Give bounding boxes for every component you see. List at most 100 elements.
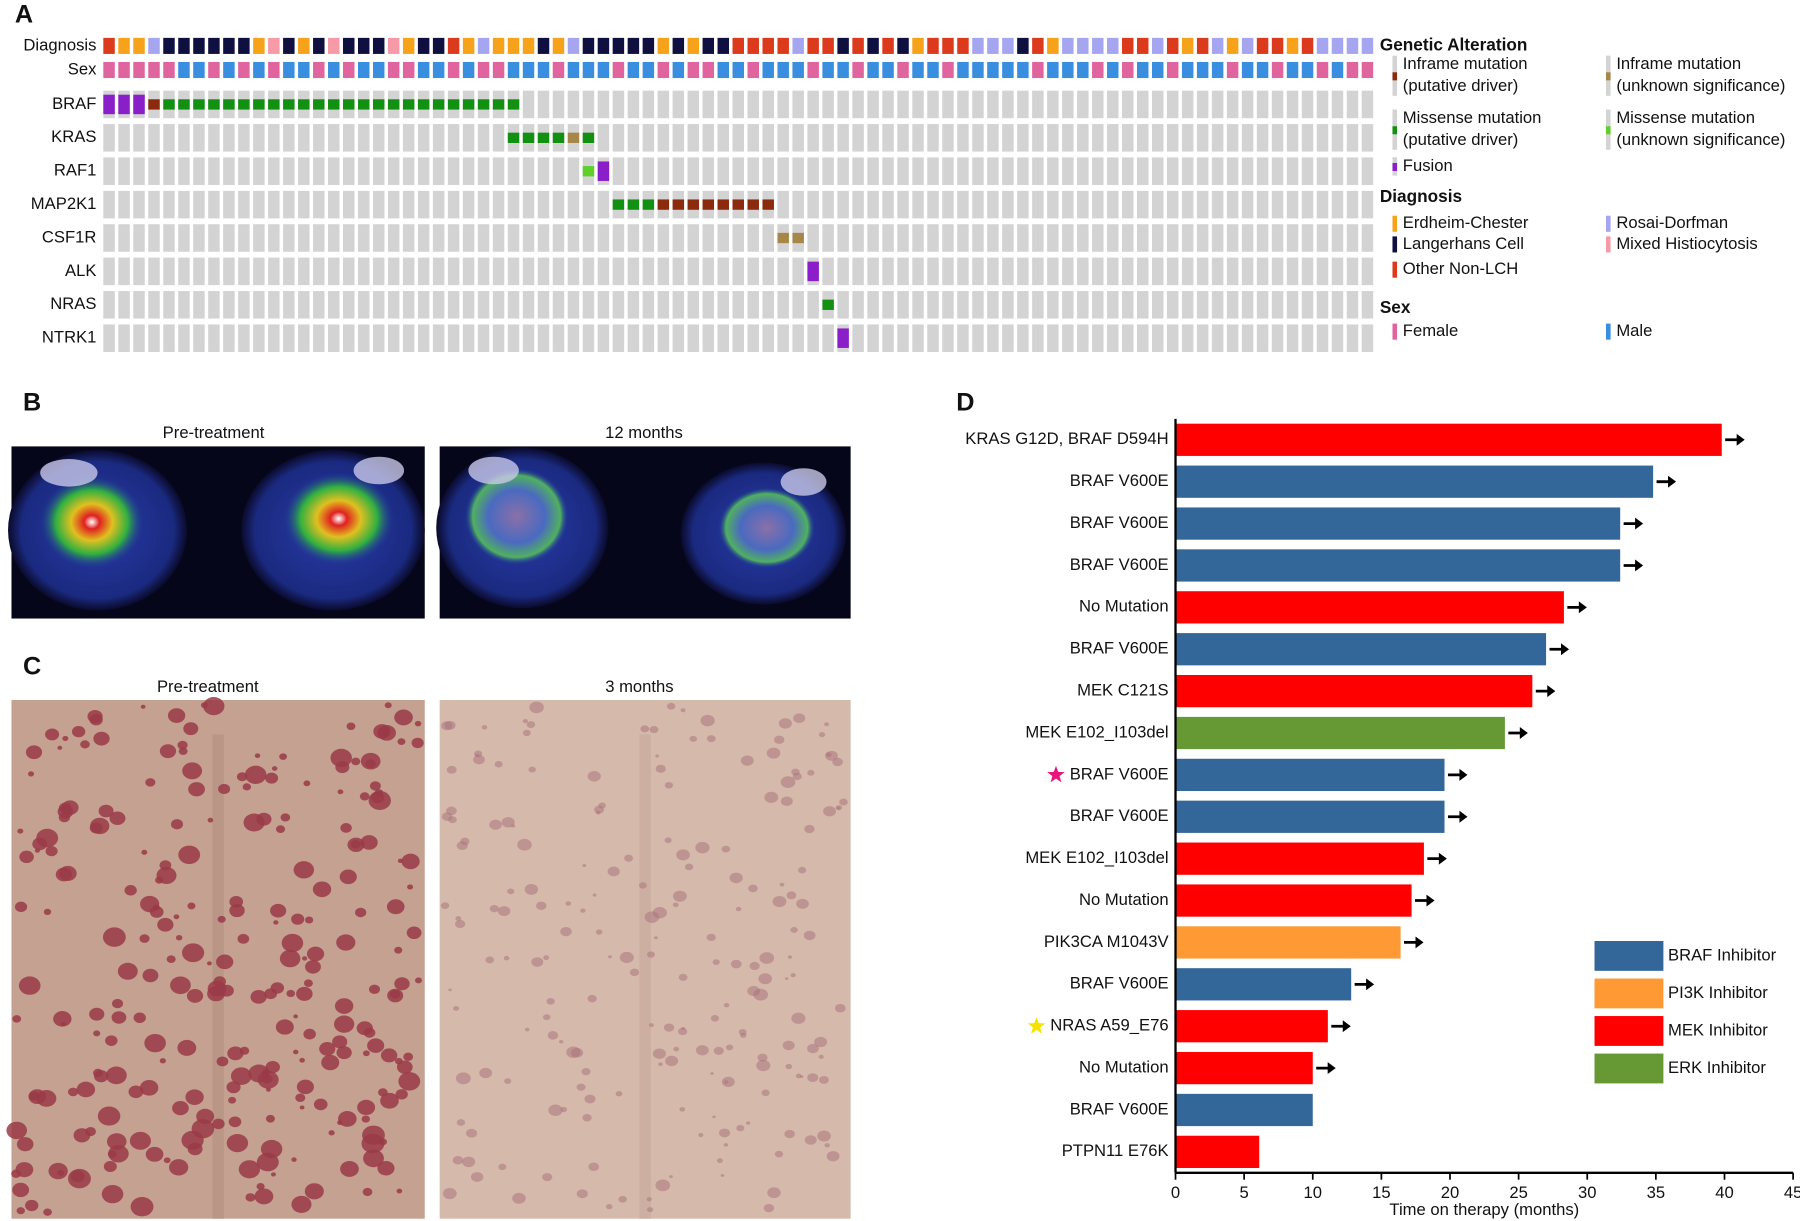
- track-cell: [597, 61, 610, 79]
- bar: [1175, 842, 1424, 875]
- cell-background: [148, 224, 160, 252]
- cell-background: [777, 291, 789, 319]
- cell-background: [942, 157, 954, 185]
- faded-lesion: [588, 1162, 600, 1172]
- lesion: [173, 914, 180, 920]
- cell-background: [882, 291, 894, 319]
- cell-background: [1301, 224, 1314, 252]
- ongoing-arrow: [1331, 1020, 1351, 1033]
- alteration: [492, 99, 505, 110]
- cell-background: [942, 190, 954, 219]
- cell-background: [972, 124, 984, 152]
- track-cell: [507, 37, 520, 54]
- cell-background: [357, 291, 370, 319]
- cell-background: [957, 257, 969, 286]
- cell-background: [777, 124, 789, 152]
- lesion: [407, 884, 414, 890]
- lesion: [187, 902, 196, 910]
- cell-background: [1256, 291, 1269, 319]
- x-tick-label: 20: [1441, 1183, 1460, 1202]
- cell-background: [642, 224, 655, 252]
- cell-background: [477, 157, 490, 185]
- track-cell: [552, 61, 565, 79]
- track-cell: [343, 61, 355, 79]
- lesion: [398, 1072, 421, 1091]
- bar: [1175, 633, 1547, 666]
- cell-background: [1092, 224, 1104, 252]
- cell-background: [1211, 124, 1224, 152]
- faded-lesion: [729, 872, 743, 884]
- cell-background: [882, 190, 894, 219]
- uptake: [464, 468, 569, 565]
- track-cell: [747, 61, 759, 79]
- cell-background: [837, 257, 849, 286]
- bar: [1175, 800, 1445, 833]
- cell-background: [238, 257, 250, 286]
- cell-background: [253, 157, 265, 185]
- lesion: [361, 1115, 370, 1123]
- cell-background: [447, 324, 460, 352]
- track-cell: [462, 61, 475, 79]
- alteration: [627, 199, 640, 210]
- cell-background: [328, 190, 340, 219]
- cell-background: [1092, 324, 1104, 352]
- legend-label: (unknown significance): [1616, 76, 1785, 95]
- cell-background: [747, 324, 759, 352]
- lesion: [97, 1106, 121, 1126]
- faded-lesion: [796, 898, 809, 909]
- faded-lesion: [446, 765, 457, 774]
- faded-lesion: [819, 1076, 829, 1084]
- track-cell: [597, 37, 610, 54]
- track-cell: [432, 37, 445, 54]
- faded-lesion: [455, 916, 462, 921]
- cell-background: [1331, 224, 1344, 252]
- legend-title: Sex: [1380, 297, 1411, 317]
- cell-background: [1107, 224, 1119, 252]
- cell-background: [717, 291, 730, 319]
- lesion: [212, 1118, 225, 1130]
- cell-background: [1107, 124, 1119, 152]
- faded-lesion: [466, 1128, 478, 1138]
- faded-lesion: [565, 901, 572, 906]
- cell-background: [837, 157, 849, 185]
- faded-lesion: [792, 772, 802, 781]
- faded-lesion: [664, 837, 672, 844]
- cell-background: [163, 324, 175, 352]
- lesion: [43, 908, 52, 916]
- cell-background: [447, 124, 460, 152]
- lesion: [302, 956, 308, 961]
- cell-background: [1017, 190, 1029, 219]
- cell-background: [163, 257, 175, 286]
- faded-lesion: [695, 1045, 709, 1056]
- alteration: [462, 99, 475, 110]
- legend-label: Inframe mutation: [1403, 54, 1528, 73]
- bar: [1175, 591, 1564, 624]
- cell-background: [1047, 190, 1059, 219]
- cell-background: [253, 291, 265, 319]
- cell-background: [1002, 224, 1014, 252]
- cell-background: [582, 257, 595, 286]
- cell-background: [792, 124, 804, 152]
- faded-lesion: [640, 725, 650, 733]
- track-cell: [807, 37, 819, 54]
- faded-lesion: [543, 1014, 551, 1021]
- lesion: [262, 1069, 270, 1076]
- cell-background: [867, 324, 879, 352]
- cell-background: [178, 324, 190, 352]
- cell-background: [1166, 257, 1179, 286]
- cell-background: [1196, 124, 1209, 152]
- cell-background: [882, 124, 894, 152]
- track-cell: [447, 61, 460, 79]
- cell-background: [432, 291, 445, 319]
- cell-background: [627, 157, 640, 185]
- faded-lesion: [716, 1158, 723, 1164]
- track-cell: [133, 61, 145, 79]
- faded-lesion: [456, 1119, 466, 1126]
- cell-background: [357, 190, 370, 219]
- lesion: [105, 1035, 118, 1046]
- faded-lesion: [489, 905, 499, 913]
- legend-swatch: [1392, 323, 1398, 340]
- cell-background: [1271, 257, 1284, 286]
- gene-label: MAP2K1: [31, 194, 97, 213]
- lesion: [396, 1060, 413, 1074]
